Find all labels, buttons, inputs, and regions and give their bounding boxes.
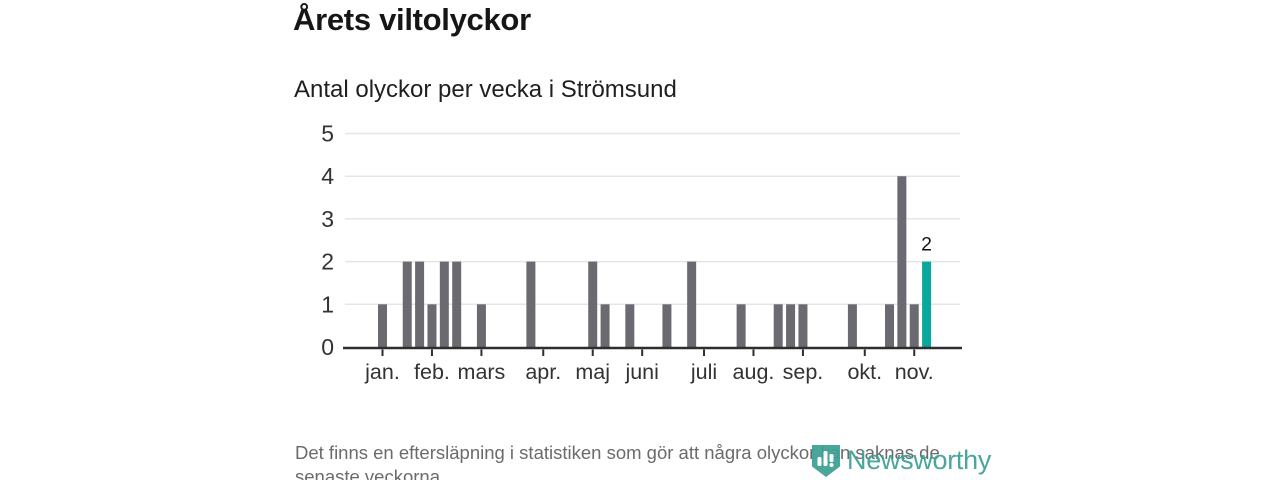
bar	[600, 304, 610, 347]
x-axis-label: nov.	[895, 360, 934, 384]
bar	[588, 261, 598, 347]
mini-bar-2	[823, 451, 828, 466]
x-axis-label: mars	[458, 360, 506, 384]
bar	[798, 304, 808, 347]
newsworthy-logo[interactable]: Newsworthy	[811, 444, 991, 478]
y-axis-label: 0	[321, 334, 334, 360]
mini-bar-3	[829, 454, 834, 462]
value-label: 2	[921, 234, 932, 256]
y-axis-label: 1	[321, 291, 334, 317]
y-axis-label: 5	[321, 121, 334, 147]
bar	[687, 261, 697, 347]
newsworthy-marker-icon	[812, 445, 840, 477]
bar	[452, 261, 462, 347]
bar	[662, 304, 672, 347]
exclamation-dot	[829, 463, 834, 467]
bar	[427, 304, 437, 347]
bar	[885, 304, 895, 347]
y-axis-label: 3	[321, 206, 334, 232]
x-axis-label: juni	[624, 360, 658, 384]
mini-bar-1	[817, 457, 822, 466]
page-title: Årets viltolyckor	[293, 2, 531, 37]
x-axis-label: okt.	[847, 360, 882, 384]
bar	[786, 304, 796, 347]
y-axis-label: 4	[321, 163, 334, 189]
y-axis-label: 2	[321, 249, 334, 275]
bar	[415, 261, 425, 347]
bar	[402, 261, 412, 347]
bar	[625, 304, 635, 347]
x-axis-label: sep.	[783, 360, 824, 384]
x-axis-label: apr.	[525, 360, 561, 384]
footnote: Det finns en eftersläpning i statistiken…	[295, 442, 940, 480]
bar	[378, 304, 387, 347]
bar-highlighted	[922, 261, 932, 347]
bar	[773, 304, 783, 347]
bar	[526, 261, 536, 347]
bar	[909, 304, 919, 347]
bar	[897, 176, 907, 347]
x-axis-label: aug.	[733, 360, 775, 384]
bar	[476, 304, 486, 347]
x-axis-label: jan.	[364, 360, 400, 384]
chart-subtitle: Antal olyckor per vecka i Strömsund	[294, 76, 677, 103]
x-axis-label: maj	[575, 360, 610, 384]
bar	[736, 304, 746, 347]
x-axis-label: juli	[690, 360, 717, 384]
x-axis-label: feb.	[414, 360, 450, 384]
newsworthy-wordmark: Newsworthy	[847, 445, 992, 475]
bar	[847, 304, 857, 347]
bar	[439, 261, 449, 347]
